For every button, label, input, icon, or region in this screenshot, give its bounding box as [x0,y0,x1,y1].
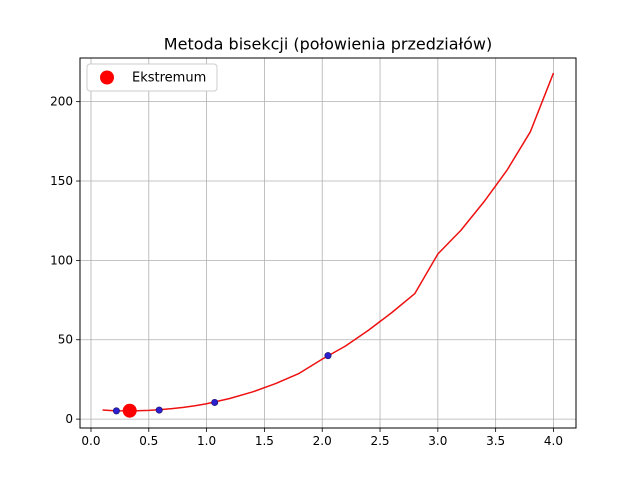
legend-marker [100,70,114,85]
x-tick-label: 3.5 [486,434,505,448]
x-tick-label: 1.0 [197,434,216,448]
plot-frame [79,57,577,429]
points-layer [112,352,332,418]
x-tick-label: 2.5 [370,434,389,448]
bisection-point [324,352,332,360]
axis-ticks: 0.0 0.5 1.0 1.5 2.0 2.5 3.0 3.5 4.0 0 50 100 150 200 [50,95,563,448]
grid [80,58,576,428]
chart-title: Metoda bisekcji (połowienia przedziałów) [164,35,492,54]
y-tick-label: 150 [50,174,73,188]
x-tick-label: 1.5 [255,434,274,448]
y-tick-label: 50 [58,333,73,347]
extremum-point [122,403,137,418]
y-tick-label: 0 [65,412,73,426]
bisection-point [211,398,219,406]
bisection-point [112,407,120,415]
x-tick-label: 4.0 [544,434,563,448]
plot-area [80,58,576,428]
x-tick-label: 0.0 [81,434,100,448]
x-tick-label: 0.5 [139,434,158,448]
legend-label: Ekstremum [132,71,206,86]
x-tick-label: 3.0 [428,434,447,448]
y-tick-label: 100 [50,253,73,267]
x-tick-label: 2.0 [313,434,332,448]
y-tick-label: 200 [50,95,73,109]
legend: Ekstremum [86,63,218,92]
curve-layer [102,72,555,412]
legend-box [86,63,218,92]
bisection-point [155,406,163,414]
function-curve [102,72,555,412]
